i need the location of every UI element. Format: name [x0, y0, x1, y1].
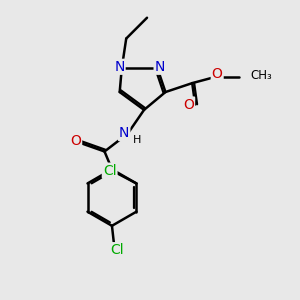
Text: N: N	[114, 60, 124, 74]
Text: H: H	[132, 135, 141, 145]
Text: CH₃: CH₃	[250, 70, 272, 83]
Text: N: N	[119, 126, 129, 140]
Text: N: N	[154, 60, 165, 74]
Text: Cl: Cl	[110, 243, 124, 257]
Text: O: O	[183, 98, 194, 112]
Text: O: O	[70, 134, 81, 148]
Text: Cl: Cl	[103, 164, 116, 178]
Text: O: O	[212, 67, 223, 81]
